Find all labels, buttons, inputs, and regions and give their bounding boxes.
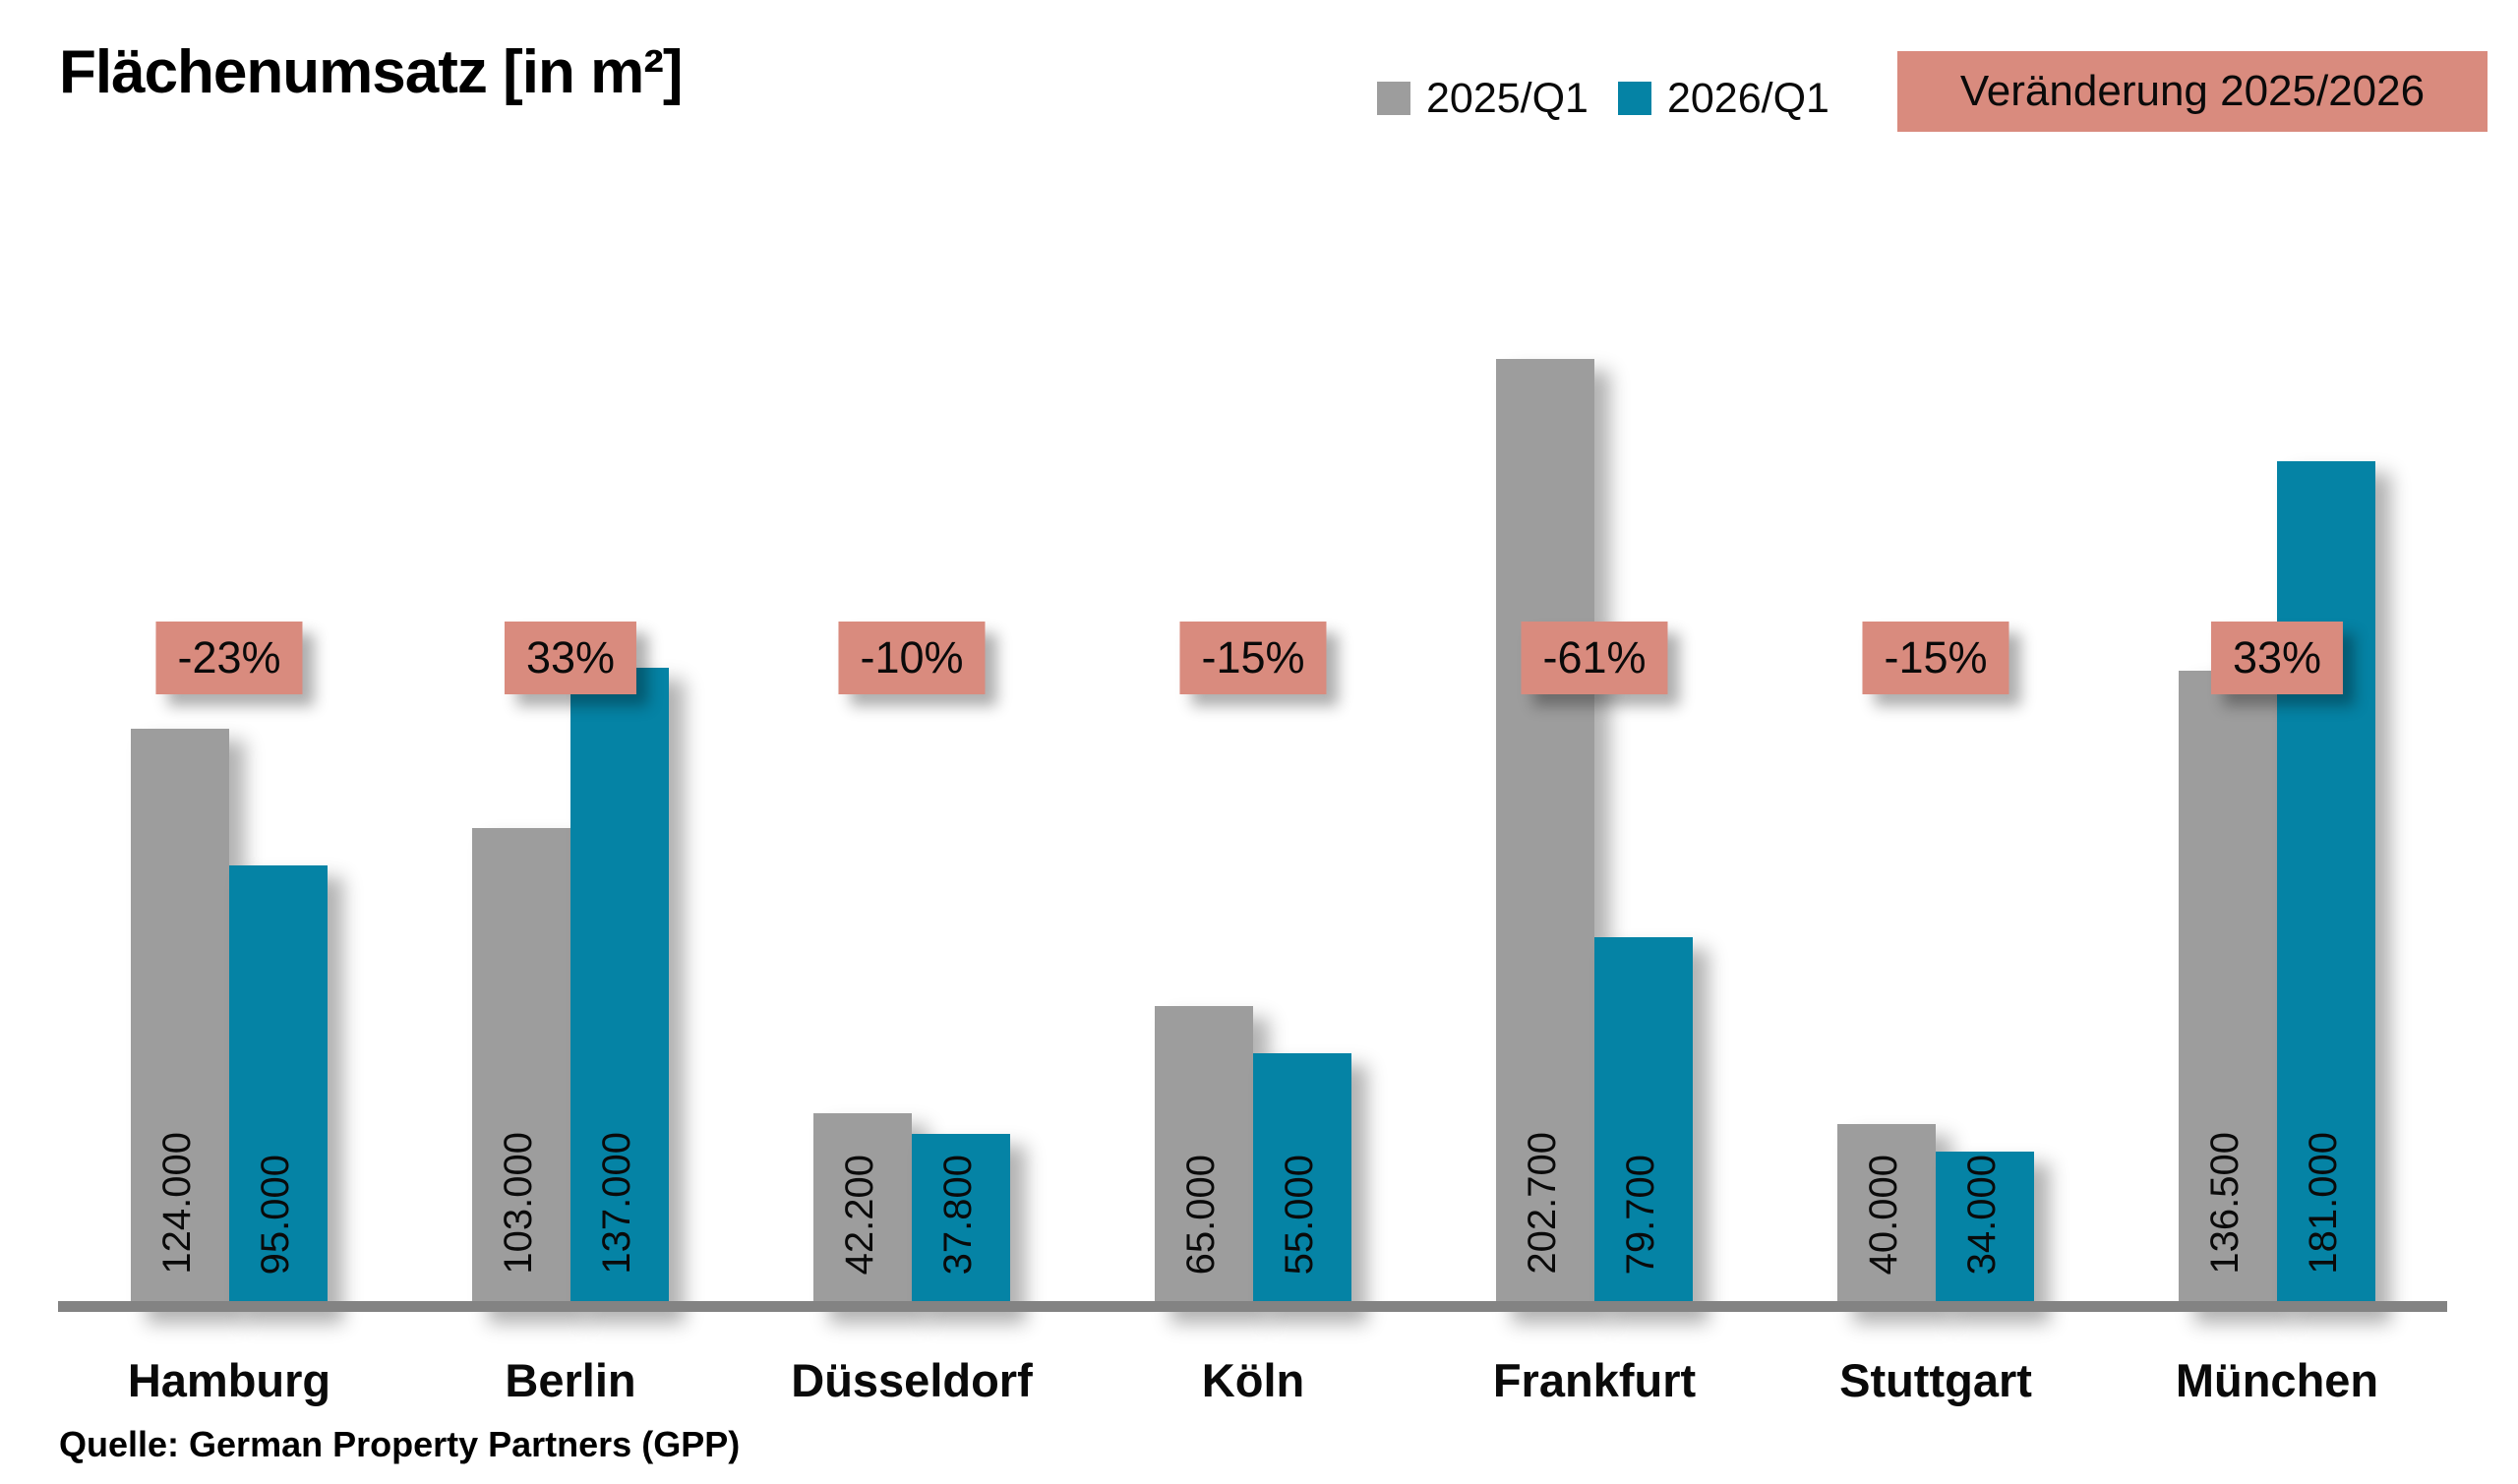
legend: 2025/Q1 2026/Q1	[1377, 75, 1843, 122]
value-label-2025-stuttgart: 40.000	[1862, 1154, 1905, 1275]
x-tick-label-stuttgart: Stuttgart	[1839, 1354, 2032, 1406]
change-badge-stuttgart: -15%	[1862, 622, 2009, 694]
change-badge-frankfurt: -61%	[1521, 622, 1668, 694]
x-tick-label-frankfurt: Frankfurt	[1492, 1354, 1697, 1406]
bar-2026-köln	[1253, 1053, 1351, 1312]
x-axis-line	[58, 1301, 2447, 1312]
source-note: Quelle: German Property Partners (GPP)	[59, 1424, 741, 1464]
value-label-2025-berlin: 103.000	[497, 1132, 540, 1275]
value-label-2025-köln: 65.000	[1179, 1154, 1223, 1275]
value-label-2025-düsseldorf: 42.200	[838, 1154, 881, 1275]
change-badge-düsseldorf: -10%	[838, 622, 986, 694]
change-badge-berlin: 33%	[504, 622, 637, 694]
value-label-2026-stuttgart: 34.000	[1960, 1154, 2004, 1275]
value-label-2025-frankfurt: 202.700	[1521, 1132, 1564, 1275]
bar-2026-düsseldorf	[912, 1134, 1010, 1312]
legend-swatch-2025	[1377, 82, 1410, 115]
bar-2025-hamburg	[131, 729, 229, 1312]
value-label-2026-hamburg: 95.000	[254, 1154, 297, 1275]
value-label-2026-berlin: 137.000	[595, 1132, 638, 1275]
x-tick-label-hamburg: Hamburg	[127, 1354, 331, 1406]
change-badge-hamburg: -23%	[155, 622, 303, 694]
value-label-2026-köln: 55.000	[1278, 1154, 1321, 1275]
x-tick-label-düsseldorf: Düsseldorf	[791, 1354, 1033, 1406]
bar-2025-stuttgart	[1837, 1124, 1936, 1312]
change-badge-münchen: 33%	[2210, 622, 2344, 694]
legend-swatch-2026	[1617, 82, 1651, 115]
x-tick-label-köln: Köln	[1201, 1354, 1305, 1406]
value-label-2026-münchen: 181.000	[2302, 1132, 2345, 1275]
x-tick-label-münchen: München	[2175, 1354, 2379, 1406]
bar-2025-frankfurt	[1496, 359, 1594, 1312]
legend-label-2025: 2025/Q1	[1426, 74, 1589, 122]
bar-2026-stuttgart	[1936, 1152, 2034, 1312]
bar-2025-berlin	[472, 828, 570, 1312]
bar-2026-münchen	[2277, 461, 2375, 1312]
change-legend-badge: Veränderung 2025/2026	[1897, 51, 2488, 132]
bar-2026-frankfurt	[1594, 937, 1693, 1312]
bar-2025-köln	[1155, 1006, 1253, 1312]
value-label-2026-düsseldorf: 37.800	[936, 1154, 980, 1275]
x-tick-label-berlin: Berlin	[505, 1354, 636, 1406]
legend-label-2026: 2026/Q1	[1666, 74, 1829, 122]
bar-2025-düsseldorf	[813, 1113, 912, 1312]
chart-title: Flächenumsatz [in m²]	[59, 38, 684, 106]
value-label-2025-hamburg: 124.000	[155, 1132, 199, 1275]
change-badge-köln: -15%	[1179, 622, 1327, 694]
bar-2025-münchen	[2179, 671, 2277, 1312]
bar-2026-berlin	[570, 668, 669, 1312]
bar-2026-hamburg	[229, 865, 328, 1312]
value-label-2026-frankfurt: 79.700	[1619, 1154, 1662, 1275]
value-label-2025-münchen: 136.500	[2203, 1132, 2247, 1275]
